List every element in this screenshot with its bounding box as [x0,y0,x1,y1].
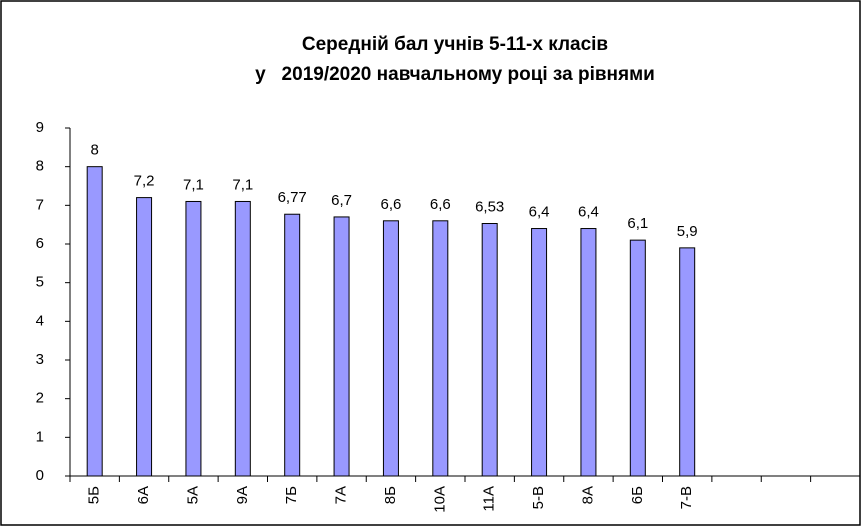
data-label: 7,1 [232,176,253,193]
y-tick-label: 0 [36,467,44,484]
y-tick-label: 3 [36,351,44,368]
chart-title: Середній бал учнів 5-11-х класів [302,34,608,55]
x-tick-label: 6Б [629,486,646,504]
bar [481,223,498,477]
data-label: 7,2 [134,173,155,190]
bar [284,213,301,477]
y-tick-label: 7 [36,196,44,213]
data-label: 6,4 [578,204,599,221]
bar [629,239,646,477]
x-tick-label: 5Б [86,486,103,504]
y-tick-label: 1 [36,428,44,445]
x-tick-label: 6А [135,486,152,504]
bar [234,200,251,477]
data-label: 6,6 [381,196,402,213]
data-label: 6,53 [475,198,504,215]
y-tick-label: 2 [36,390,44,407]
y-tick-label: 6 [36,235,44,252]
bar [136,197,153,477]
data-label: 6,7 [331,192,352,209]
chart-subtitle: у 2019/2020 навчальному році за рівнями [255,64,655,85]
data-label: 6,6 [430,196,451,213]
y-tick-label: 9 [36,119,44,136]
y-tick-label: 5 [36,274,44,291]
x-tick-label: 8А [579,486,596,504]
bar [382,220,399,477]
bar [432,220,449,477]
bar [679,247,696,477]
x-tick-label: 8Б [382,486,399,504]
x-tick-label: 11А [481,486,498,512]
bar [86,166,103,477]
data-label: 8 [91,142,99,159]
bar [531,228,548,477]
x-tick-label: 7Б [283,486,300,504]
x-tick-label: 5-В [530,486,547,509]
bar [333,216,350,477]
bar [580,228,597,477]
data-label: 6,4 [529,204,550,221]
bar [185,200,202,477]
x-tick-label: 7-В [678,486,695,509]
data-label: 6,1 [627,215,648,232]
x-tick-label: 9А [234,486,251,504]
x-tick-label: 10А [431,486,448,513]
x-tick-label: 7А [333,486,350,504]
y-tick-label: 4 [36,312,44,329]
data-label: 6,77 [278,189,307,206]
y-tick-label: 8 [36,158,44,175]
data-label: 5,9 [677,223,698,240]
data-label: 7,1 [183,176,204,193]
x-tick-label: 5А [184,486,201,504]
